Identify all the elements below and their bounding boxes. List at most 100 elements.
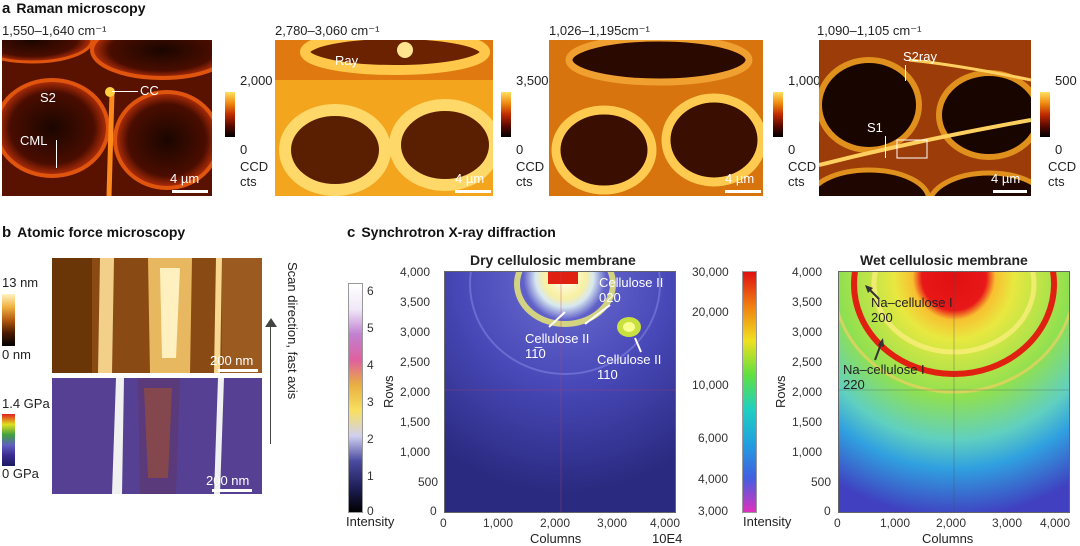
scan-direction-arrow-icon xyxy=(265,318,277,327)
label-cml: CML xyxy=(20,133,48,148)
cb-tick: 30,000 xyxy=(692,265,729,279)
height-colorbar xyxy=(2,294,15,346)
y-tick: 3,500 xyxy=(792,295,823,309)
raman-map-1-range: 1,550–1,640 cm⁻¹ xyxy=(2,23,107,38)
cml-pointer-line xyxy=(56,140,57,168)
left-cb-label: Intensity xyxy=(346,514,395,529)
dry-xlabel: Columns xyxy=(530,531,582,546)
raman-map-1-colorbar xyxy=(225,92,235,137)
x-tick: 4,000 xyxy=(1040,516,1071,530)
x-tick: 3,000 xyxy=(992,516,1023,530)
y-tick: 1,000 xyxy=(400,445,431,459)
scalebar-label: 4 µm xyxy=(991,171,1021,186)
cb-tick: 0 xyxy=(367,504,374,518)
x-tick: 1,000 xyxy=(483,516,514,530)
wet-ylabel: Rows xyxy=(773,375,788,408)
wet-diffraction-image: Na–cellulose I 200 Na–cellulose I 220 xyxy=(838,271,1070,513)
wet-plot-title: Wet cellulosic membrane xyxy=(860,252,1028,268)
y-tick: 2,000 xyxy=(792,385,823,399)
colorbar-unit: CCD cts xyxy=(240,159,269,189)
y-tick: 2,500 xyxy=(400,355,431,369)
label-s1: S1 xyxy=(867,120,883,135)
annotation-110: Cellulose II 110 xyxy=(597,352,662,382)
height-min-label: 0 nm xyxy=(2,347,31,362)
raman-map-3-image: 4 µm xyxy=(549,40,763,196)
wet-xlabel: Columns xyxy=(922,531,974,546)
label-s2ray: S2ray xyxy=(903,49,937,64)
colorbar-max: 500 xyxy=(1055,73,1077,88)
afm-height-image: 200 nm xyxy=(52,258,262,373)
x-tick: 2,000 xyxy=(936,516,967,530)
cb-tick: 6,000 xyxy=(698,431,729,445)
colorbar-min: 0 xyxy=(516,142,524,157)
label-cc: CC xyxy=(140,83,159,98)
y-tick: 3,000 xyxy=(400,325,431,339)
scalebar xyxy=(455,190,491,193)
dry-diffraction-image: Cellulose II 020 Cellulose II 11̅0 Cellulo… xyxy=(444,271,676,513)
colorbar-max: 1,000 xyxy=(788,73,821,88)
scalebar xyxy=(218,369,258,372)
colorbar-max: 2,000 xyxy=(240,73,273,88)
dry-multiplier: 10E4 xyxy=(652,531,683,546)
x-tick: 3,000 xyxy=(597,516,628,530)
y-tick: 1,500 xyxy=(792,415,823,429)
colorbar-min: 0 xyxy=(1055,142,1063,157)
s1-pointer-line xyxy=(885,136,886,158)
x-tick: 0 xyxy=(440,516,447,530)
colorbar-unit: CCD cts xyxy=(1048,159,1077,189)
raman-map-3-colorbar xyxy=(773,92,783,137)
scan-direction-label: Scan direction, fast axis xyxy=(285,262,300,400)
y-tick: 500 xyxy=(418,475,439,489)
scalebar xyxy=(993,190,1027,193)
dry-plot-title: Dry cellulosic membrane xyxy=(470,252,636,268)
scalebar-label: 4 µm xyxy=(170,171,200,186)
annotation-1-10: Cellulose II 11̅0 xyxy=(525,331,590,361)
y-tick: 1,000 xyxy=(792,445,823,459)
scalebar xyxy=(212,489,252,492)
x-tick: 1,000 xyxy=(880,516,911,530)
colorbar-min: 0 xyxy=(240,142,248,157)
y-tick: 3,500 xyxy=(400,295,431,309)
s2ray-pointer-line xyxy=(905,65,906,81)
raman-map-4-range: 1,090–1,105 cm⁻¹ xyxy=(817,23,922,38)
y-tick: 0 xyxy=(824,504,831,518)
cb-tick: 20,000 xyxy=(692,305,729,319)
raman-map-2-range: 2,780–3,060 cm⁻¹ xyxy=(275,23,380,38)
y-tick: 1,500 xyxy=(400,415,431,429)
annotation-020: Cellulose II 020 xyxy=(599,275,664,305)
cb-tick: 6 xyxy=(367,284,374,298)
annotation-200: Na–cellulose I 200 xyxy=(871,295,953,325)
scalebar xyxy=(172,190,208,193)
y-tick: 4,000 xyxy=(792,265,823,279)
raman-map-3-range: 1,026–1,195cm⁻¹ xyxy=(549,23,650,38)
colorbar-min: 0 xyxy=(788,142,796,157)
scalebar-label: 200 nm xyxy=(210,353,254,368)
raman-map-1-image: S2 CC CML 4 µm xyxy=(2,40,212,196)
panel-c-title: c Synchrotron X-ray diffraction xyxy=(347,224,556,241)
x-tick: 0 xyxy=(834,516,841,530)
y-tick: 0 xyxy=(430,504,437,518)
afm-modulus-image: 200 nm xyxy=(52,378,262,494)
modulus-max-label: 1.4 GPa xyxy=(2,396,50,411)
scalebar-label: 4 µm xyxy=(455,171,485,186)
mid-cb-label: Intensity xyxy=(743,514,792,529)
x-tick: 4,000 xyxy=(650,516,681,530)
cb-tick: 3 xyxy=(367,395,374,409)
left-intensity-colorbar xyxy=(348,283,363,513)
annotation-220: Na–cellulose I 220 xyxy=(843,362,925,392)
panel-a-title: a Raman microscopy xyxy=(2,0,146,17)
x-tick: 2,000 xyxy=(540,516,571,530)
y-tick: 3,000 xyxy=(792,325,823,339)
raman-map-2-image: Ray 4 µm xyxy=(275,40,493,196)
modulus-colorbar xyxy=(2,414,15,466)
y-tick: 2,000 xyxy=(400,385,431,399)
cb-tick: 2 xyxy=(367,432,374,446)
modulus-min-label: 0 GPa xyxy=(2,466,39,481)
label-s2: S2 xyxy=(40,90,56,105)
colorbar-max: 3,500 xyxy=(516,73,549,88)
dry-ylabel: Rows xyxy=(381,375,396,408)
cb-tick: 4,000 xyxy=(698,472,729,486)
scan-direction-arrow-shaft xyxy=(270,326,271,444)
y-tick: 2,500 xyxy=(792,355,823,369)
cc-pointer-line xyxy=(112,91,138,92)
